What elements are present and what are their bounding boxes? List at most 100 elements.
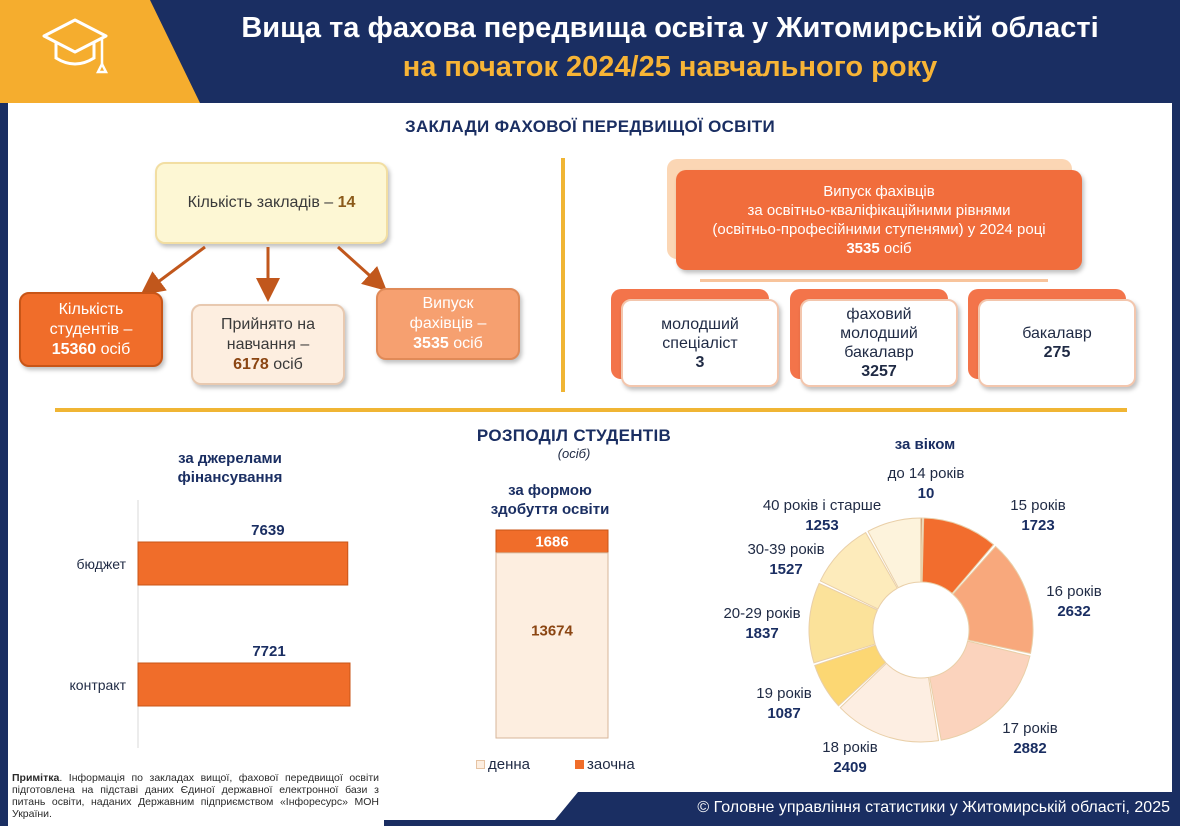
slice-3 xyxy=(929,640,1031,741)
admitted-value: 6178 xyxy=(233,355,269,373)
legend-swatch-day xyxy=(476,760,485,769)
frame-right xyxy=(1172,103,1180,826)
slice-value-6: 1837 xyxy=(745,625,778,642)
legend-swatch-correspondence xyxy=(575,760,584,769)
students-unit: осіб xyxy=(100,340,131,358)
data-label-correspondence: 1686 xyxy=(535,533,568,550)
section-title-students: РОЗПОДІЛ СТУДЕНТІВ xyxy=(476,426,672,445)
graduates-value: 3535 xyxy=(413,335,449,352)
chart-funding-title-1: за джерелами xyxy=(178,450,282,467)
chart-funding-title-2: фінансування xyxy=(177,469,283,486)
bar-budget xyxy=(137,541,349,586)
admitted-count-box: Прийнято на навчання – 6178 осіб xyxy=(191,304,345,385)
chart-age: до 14 років 10 15 років 1723 16 років 2632 17 … xyxy=(723,465,1101,776)
graduates-detail-line3: (освітньо-професійними ступенями) у 2024… xyxy=(712,221,1046,238)
graduates-detail-value: 3535 xyxy=(846,240,880,257)
legend-label-day: денна xyxy=(488,756,531,773)
slice-value-3: 2882 xyxy=(1013,740,1046,757)
section-subtitle-units: (осіб) xyxy=(557,446,591,461)
frame-left xyxy=(0,103,8,826)
slice-8 xyxy=(867,517,922,589)
students-label-2: студентів – xyxy=(49,320,133,338)
bar-contract xyxy=(137,662,351,707)
slice-value-0: 10 xyxy=(918,485,935,502)
footer-band xyxy=(550,792,1180,826)
level-box-professional-junior-bachelor: фаховий молодший бакалавр 3257 xyxy=(800,299,958,387)
graduates-detail-unit: осіб xyxy=(883,240,912,257)
chart-funding-title: за джерелами фінансування xyxy=(130,449,330,487)
admitted-label-2: навчання – xyxy=(226,335,310,353)
students-label-1: Кількість xyxy=(58,300,124,318)
slice-7 xyxy=(819,531,898,610)
slice-value-8: 1253 xyxy=(805,517,838,534)
level-connector xyxy=(700,279,1048,282)
data-label-day: 13674 xyxy=(531,622,573,639)
institutions-count-box: Кількість закладів – 14 xyxy=(155,162,388,244)
footnote-label: Примітка xyxy=(12,772,60,784)
slice-label-6: 20-29 років xyxy=(723,605,800,622)
data-label-contract: 7721 xyxy=(252,643,285,660)
graduates-count-box: Випуск фахівців – 3535 осіб xyxy=(376,288,520,360)
level-2-value: 3257 xyxy=(861,363,897,380)
slice-2 xyxy=(952,545,1034,655)
graduation-cap-icon xyxy=(42,18,109,74)
chart-age-title: за віком xyxy=(894,436,956,453)
legend-item-day: денна xyxy=(476,756,530,773)
level-2-line2: молодший xyxy=(840,325,918,342)
slice-6 xyxy=(808,582,879,664)
footnote-text: . Інформація по закладах вищої, фахової … xyxy=(12,772,379,820)
legend-item-correspondence: заочна xyxy=(575,756,635,773)
legend-label-correspondence: заочна xyxy=(587,756,635,773)
slice-4 xyxy=(839,662,940,743)
slice-1 xyxy=(921,517,995,595)
students-count-box: Кількість студентів – 15360 осіб xyxy=(19,292,163,367)
slice-5 xyxy=(814,644,887,707)
data-label-budget: 7639 xyxy=(251,522,284,539)
level-box-bachelor: бакалавр 275 xyxy=(978,299,1136,387)
admitted-unit: осіб xyxy=(273,355,303,373)
institutions-label: Кількість закладів – xyxy=(187,194,334,211)
slice-value-5: 1087 xyxy=(767,705,800,722)
students-value: 15360 xyxy=(51,340,97,358)
chart-form-title-2: здобуття освіти xyxy=(490,501,610,518)
chart-form: 1686 13674 xyxy=(495,529,609,739)
chart-funding: бюджет 7639 контракт 7721 xyxy=(70,500,351,748)
slice-value-4: 2409 xyxy=(833,759,866,776)
slice-label-1: 15 років xyxy=(1010,497,1065,514)
graduates-detail-line2: за освітньо-кваліфікаційними рівнями xyxy=(747,202,1011,219)
section-divider-horizontal xyxy=(55,408,1127,412)
chart-form-title: за формою здобуття освіти xyxy=(450,481,650,519)
level-1-value: 3 xyxy=(695,353,705,371)
section-divider-vertical xyxy=(561,158,565,392)
slice-value-7: 1527 xyxy=(769,561,802,578)
section-title-institutions: ЗАКЛАДИ ФАХОВОЇ ПЕРЕДВИЩОЇ ОСВІТИ xyxy=(405,117,775,136)
category-label-contract: контракт xyxy=(70,677,127,693)
category-label-budget: бюджет xyxy=(77,556,127,572)
page-title: Вища та фахова передвища освіта у Житоми… xyxy=(241,12,1099,44)
slice-label-5: 19 років xyxy=(756,685,811,702)
footnote: Примітка. Інформація по закладах вищої, … xyxy=(12,772,379,820)
level-box-junior-specialist: молодший спеціаліст 3 xyxy=(621,299,779,387)
level-3-line1: бакалавр xyxy=(1022,325,1092,342)
level-2-line1: фаховий xyxy=(846,306,912,323)
chart-form-title-1: за формою xyxy=(508,482,592,499)
slice-label-8: 40 років і старше xyxy=(763,497,881,514)
level-3-value: 275 xyxy=(1043,344,1071,361)
slice-value-1: 1723 xyxy=(1021,517,1054,534)
slice-label-7: 30-39 років xyxy=(747,541,824,558)
graduates-detail-box: Випуск фахівців за освітньо-кваліфікацій… xyxy=(676,170,1082,270)
graduates-detail-line1: Випуск фахівців xyxy=(823,183,935,200)
level-1-line2: спеціаліст xyxy=(662,334,738,352)
level-2-line3: бакалавр xyxy=(844,344,914,361)
page-subtitle: на початок 2024/25 навчального року xyxy=(402,51,938,83)
graduates-unit: осіб xyxy=(453,335,483,352)
segment-day xyxy=(495,552,609,739)
graduates-label-1: Випуск xyxy=(422,295,474,312)
header-bar xyxy=(0,0,1180,103)
slice-label-0: до 14 років xyxy=(888,465,965,482)
level-1-line1: молодший xyxy=(661,315,739,333)
slice-label-2: 16 років xyxy=(1046,583,1101,600)
slice-label-3: 17 років xyxy=(1002,720,1057,737)
institutions-value: 14 xyxy=(337,194,356,211)
slice-label-4: 18 років xyxy=(822,739,877,756)
